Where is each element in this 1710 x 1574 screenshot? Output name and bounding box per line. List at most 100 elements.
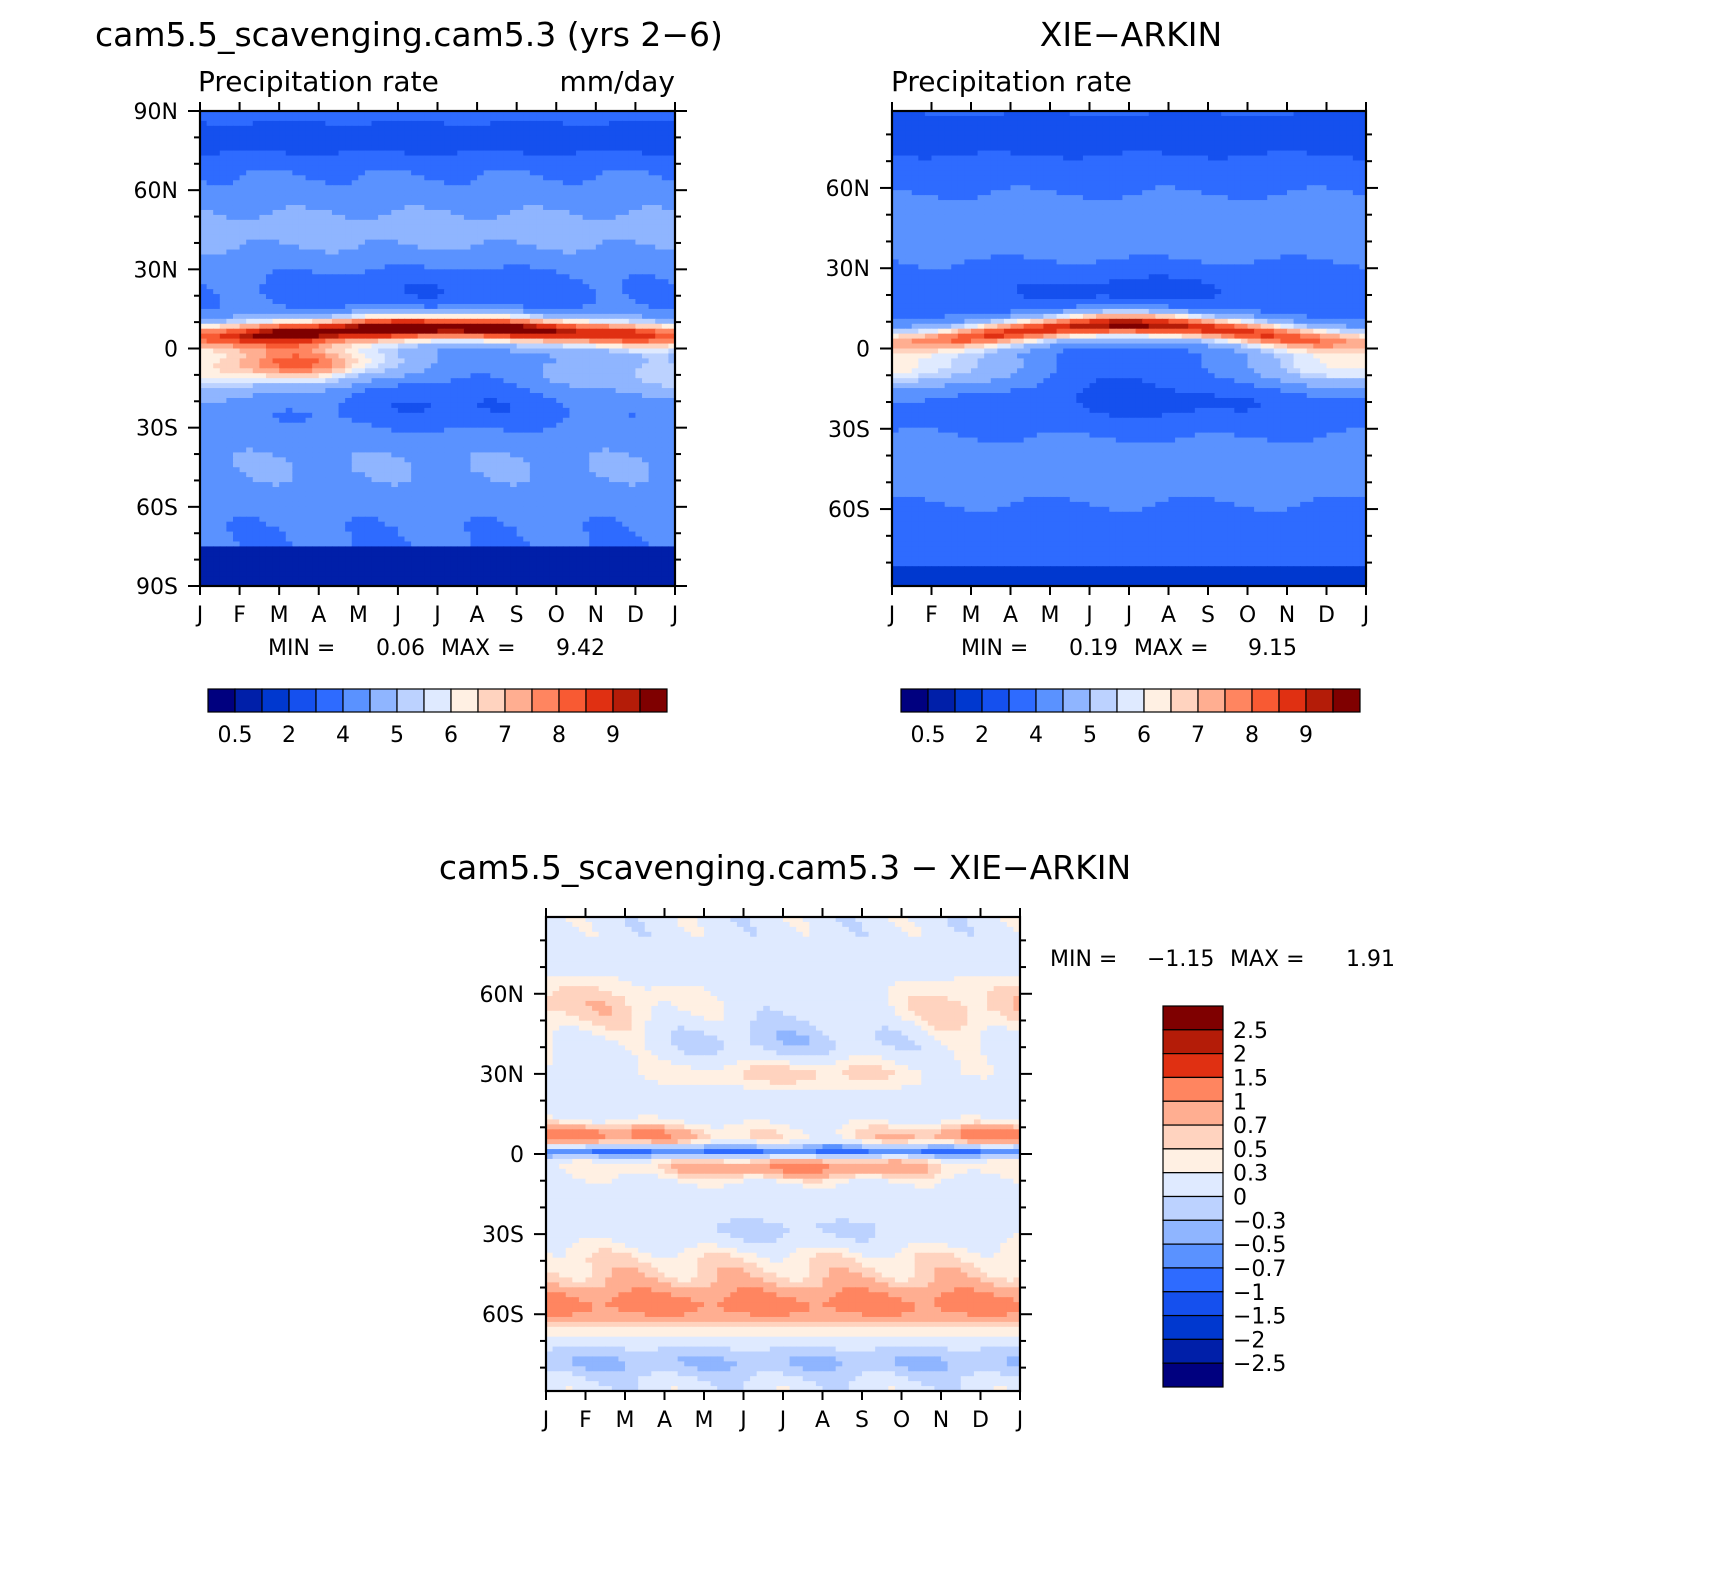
model-cell <box>318 185 326 191</box>
model-cell <box>609 195 617 201</box>
model-cell <box>668 140 676 147</box>
model-cell <box>589 254 597 261</box>
model-cell <box>252 200 260 206</box>
model-cell <box>450 269 458 275</box>
model-cell <box>331 214 340 221</box>
model-cell <box>523 274 531 280</box>
model-cell <box>325 234 333 241</box>
model-cell <box>378 402 386 409</box>
model-cell <box>642 234 650 241</box>
model-cell <box>444 111 452 117</box>
model-cell <box>364 205 373 211</box>
model-cell <box>556 219 564 226</box>
model-cell <box>661 195 670 201</box>
model-cell <box>417 130 425 137</box>
model-cell <box>503 289 511 295</box>
model-cell <box>490 388 498 394</box>
model-cell <box>318 427 326 434</box>
model-cell <box>292 373 300 379</box>
model-cell <box>648 111 656 117</box>
model-cell <box>391 353 399 359</box>
model-cell <box>523 200 531 206</box>
model-cell <box>642 274 650 280</box>
model-cell <box>424 150 432 157</box>
model-cell <box>279 284 287 290</box>
model-cell <box>661 368 670 374</box>
model-cell <box>312 333 320 340</box>
model-cell <box>430 249 439 256</box>
model-cell <box>292 190 300 196</box>
model-cell <box>285 397 293 404</box>
model-cell <box>364 338 373 345</box>
model-cell <box>430 383 439 389</box>
model-cell <box>246 115 254 122</box>
model-cell <box>285 219 293 226</box>
model-cell <box>562 348 571 355</box>
model-cell <box>397 422 406 429</box>
model-cell <box>298 363 307 369</box>
model-cell <box>642 348 650 355</box>
model-cell <box>569 209 577 216</box>
model-cell <box>523 130 531 137</box>
model-cell <box>200 323 208 330</box>
model-cell <box>437 135 445 142</box>
model-cell <box>404 214 412 221</box>
model-cell <box>496 274 505 280</box>
model-cell <box>200 402 208 409</box>
model-cell <box>364 368 373 374</box>
model-cell <box>252 259 260 265</box>
model-cell <box>450 343 458 350</box>
model-cell <box>496 348 505 355</box>
model-cell <box>318 150 326 157</box>
model-cell <box>622 343 630 350</box>
model-cell <box>265 412 274 419</box>
model-cell <box>391 195 399 201</box>
model-cell <box>562 447 571 454</box>
model-cell <box>312 200 320 206</box>
model-cell <box>589 130 597 137</box>
model-cell <box>417 422 425 429</box>
model-cell <box>496 427 505 434</box>
model-cell <box>265 150 274 157</box>
model-cell <box>430 388 439 394</box>
model-cell <box>457 303 465 310</box>
model-cell <box>490 299 498 305</box>
model-cell <box>477 353 485 359</box>
model-cell <box>529 333 538 340</box>
model-cell <box>424 200 432 206</box>
model-cell <box>397 115 406 122</box>
model-cell <box>325 135 333 142</box>
model-cell <box>655 111 663 117</box>
model-cell <box>595 175 604 181</box>
model-cell <box>397 417 406 424</box>
model-cell <box>384 274 392 280</box>
model-cell <box>556 150 564 157</box>
model-cell <box>397 383 406 389</box>
model-cell <box>582 417 590 424</box>
model-cell <box>265 378 274 384</box>
model-cell <box>338 442 346 449</box>
model-cell <box>582 229 590 236</box>
model-cell <box>358 274 366 280</box>
model-cell <box>259 303 267 310</box>
model-cell <box>345 111 353 117</box>
model-cell <box>589 407 597 414</box>
model-cell <box>305 353 313 359</box>
model-cell <box>338 229 346 236</box>
model-cell <box>430 308 439 315</box>
model-cell <box>351 120 359 127</box>
model-cell <box>615 363 623 369</box>
model-cell <box>239 323 247 330</box>
model-cell <box>655 383 663 389</box>
model-cell <box>272 318 280 325</box>
model-cell <box>523 254 531 261</box>
model-cell <box>490 363 498 369</box>
model-cell <box>510 185 518 191</box>
model-cell <box>358 284 366 290</box>
model-cell <box>470 328 478 335</box>
model-cell <box>265 200 274 206</box>
model-cell <box>437 145 445 152</box>
model-cell <box>430 160 439 167</box>
model-cell <box>206 427 214 434</box>
model-cell <box>543 383 551 389</box>
